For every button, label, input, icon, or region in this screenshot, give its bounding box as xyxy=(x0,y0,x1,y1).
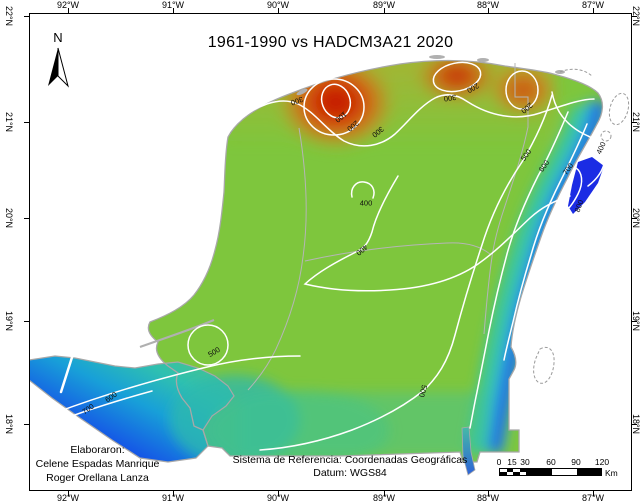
lat-label-left: 21°N xyxy=(4,111,14,133)
tick xyxy=(24,122,29,123)
tick xyxy=(384,8,385,13)
credits-author: Celene Espadas Manrique xyxy=(35,458,160,470)
lon-label-bottom: 89°W xyxy=(372,493,396,503)
map-canvas: 300 100 200 300 300 200 200 400 400 400 … xyxy=(30,55,630,476)
contour-300 xyxy=(234,94,595,147)
tick xyxy=(278,8,279,13)
contour-600 xyxy=(469,111,569,429)
lobe-coastline xyxy=(30,355,235,463)
lon-label-bottom: 87°W xyxy=(581,493,605,503)
tick xyxy=(173,491,174,496)
tick xyxy=(24,321,29,322)
tick xyxy=(24,218,29,219)
contour-700-sw xyxy=(39,390,153,429)
contour-200-loop-n xyxy=(432,61,482,93)
tick xyxy=(278,491,279,496)
belize-coastal-sliver xyxy=(461,426,476,476)
contour-200-loop-nw xyxy=(303,78,365,136)
reference-block: Sistema de Referencia: Coordenadas Geogr… xyxy=(210,454,490,480)
tick xyxy=(593,491,594,496)
contour-lines xyxy=(39,61,607,451)
scale-bar-graphic xyxy=(499,468,602,476)
tick xyxy=(384,491,385,496)
map-title: 1961-1990 vs HADCM3A21 2020 xyxy=(207,34,454,51)
lon-label-top: 88°W xyxy=(476,0,500,10)
lon-label-top: 92°W xyxy=(56,0,80,10)
scale-tick-label: 90 xyxy=(571,457,581,467)
contour-label: 400 xyxy=(360,199,373,208)
scale-unit: Km xyxy=(605,468,618,478)
tick xyxy=(173,8,174,13)
credits-block: Elaboraron: Celene Espadas Manrique Roge… xyxy=(10,443,185,485)
tick xyxy=(68,491,69,496)
tick xyxy=(632,122,637,123)
lon-label-bottom: 90°W xyxy=(266,493,290,503)
tick xyxy=(24,424,29,425)
tick xyxy=(24,16,29,17)
contour-500 xyxy=(259,94,553,451)
contour-label: 500 xyxy=(417,384,429,398)
map-frame: 300 100 200 300 300 200 200 400 400 400 … xyxy=(29,13,632,491)
credits-heading: Elaboraron: xyxy=(70,444,125,456)
tick xyxy=(593,8,594,13)
contour-800-island xyxy=(563,167,583,213)
north-arrow-left-half xyxy=(48,48,58,86)
north-arrow-right-half xyxy=(57,47,69,88)
contour-label: 800 xyxy=(573,199,586,214)
lobe-notch xyxy=(59,349,76,394)
tick xyxy=(632,218,637,219)
lat-label-left: 20°N xyxy=(4,207,14,229)
state-boundaries xyxy=(247,63,529,391)
lon-label-top: 91°W xyxy=(161,0,185,10)
scale-tick-label: 30 xyxy=(520,457,530,467)
tick xyxy=(632,321,637,322)
contour-label: 300 xyxy=(443,93,457,104)
peninsula-coastline xyxy=(147,59,604,463)
barrier-islands xyxy=(296,55,565,96)
contour-500-circle-sw xyxy=(187,324,229,366)
lon-label-bottom: 91°W xyxy=(161,493,185,503)
lon-label-bottom: 88°W xyxy=(476,493,500,503)
lon-label-top: 90°W xyxy=(266,0,290,10)
tick xyxy=(488,8,489,13)
lat-label-left: 19°N xyxy=(4,310,14,332)
lat-label-left: 22°N xyxy=(4,5,14,27)
scale-tick-label: 0 xyxy=(496,457,502,467)
north-label: N xyxy=(53,30,62,45)
tick xyxy=(488,491,489,496)
tick xyxy=(632,16,637,17)
lon-label-top: 87°W xyxy=(581,0,605,10)
scale-tick-label: 120 xyxy=(594,457,610,467)
contour-200-loop-ne xyxy=(505,70,539,110)
lon-label-bottom: 92°W xyxy=(56,493,80,503)
reference-datum: Datum: WGS84 xyxy=(313,467,387,479)
lon-label-top: 89°W xyxy=(372,0,396,10)
lat-label-left: 18°N xyxy=(4,413,14,435)
hotspot-ne xyxy=(485,60,561,120)
tick xyxy=(632,424,637,425)
scale-tick-label: 15 xyxy=(507,457,517,467)
credits-author: Roger Orellana Lanza xyxy=(46,472,149,484)
scale-tick-label: 60 xyxy=(546,457,556,467)
contour-100-loop xyxy=(320,83,352,119)
tick xyxy=(68,8,69,13)
contour-400-small xyxy=(350,181,375,199)
cozumel-island xyxy=(568,157,604,214)
laguna-barrier-strip xyxy=(139,318,215,349)
contour-600-sw xyxy=(54,355,301,414)
contour-400-loop xyxy=(303,175,571,292)
reference-system: Sistema de Referencia: Coordenadas Geogr… xyxy=(232,454,468,466)
contour-label: 300 xyxy=(290,95,305,108)
north-arrow: N xyxy=(38,28,78,94)
contour-700 xyxy=(503,123,588,361)
